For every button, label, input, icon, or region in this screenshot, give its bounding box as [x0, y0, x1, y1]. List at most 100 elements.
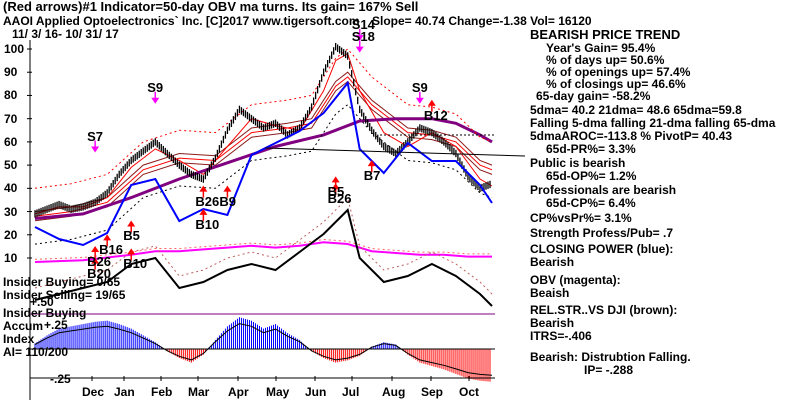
- itrs-line: ITRS=-.406: [530, 329, 592, 343]
- accum-ma-line: [34, 323, 493, 376]
- ma-5-line: [34, 52, 493, 215]
- signal-label: S7: [87, 128, 104, 144]
- header-ticker-line: AAOI Applied Optoelectronics` Inc. [C]20…: [3, 14, 360, 28]
- y-tick-label: 80: [4, 88, 18, 103]
- sell-arrow: [91, 146, 100, 153]
- trend-title: BEARISH PRICE TREND: [530, 27, 681, 42]
- x-tick-label: Apr: [228, 385, 249, 399]
- sell-arrow: [355, 35, 364, 42]
- buy-arrow: [91, 246, 100, 252]
- y-tick-label: 70: [4, 111, 18, 126]
- stat-line: % of openings up= 57.4%: [546, 65, 691, 79]
- buy-arrow: [427, 99, 436, 106]
- buy-arrow: [367, 160, 376, 167]
- buy-arrow: [127, 220, 136, 227]
- pr-line: 65d-PR%= 3.3%: [546, 142, 636, 156]
- y-tick-label: 40: [4, 181, 18, 196]
- signal-label: B12: [423, 107, 448, 123]
- ma-values: 5dma= 40.2 21dma= 48.6 65dma=59.8: [530, 103, 742, 117]
- buy-arrow: [199, 208, 208, 215]
- accum-minus25: -.25: [50, 372, 71, 386]
- closing-power-series: [34, 80, 493, 247]
- signal-label: B26: [87, 254, 111, 269]
- cp-vs-pr: CP%vsPr%= 3.1%: [530, 211, 632, 225]
- ma-65-line: [34, 117, 493, 220]
- sell-arrow: [415, 97, 424, 104]
- signal-label: B9: [219, 193, 237, 209]
- y-tick-label: 10: [4, 251, 18, 265]
- x-tick-label: Jun: [305, 385, 327, 399]
- x-tick-label: Oct: [459, 385, 480, 399]
- obv-series: [34, 238, 492, 263]
- accum-plus50: +.50: [30, 295, 54, 309]
- public-title: Public is bearish: [530, 156, 626, 170]
- index-label: Index: [3, 332, 35, 346]
- signal-label: S9: [147, 79, 164, 95]
- ma-21-band-upper: [34, 71, 493, 213]
- buy-arrow: [103, 234, 112, 241]
- strength-line: Strength Profess/Pub= .7: [530, 226, 674, 240]
- y-tick-label: 30: [4, 204, 18, 219]
- buy-arrow: [223, 185, 232, 192]
- closing-power-value: Bearish: [530, 255, 575, 269]
- accum-index-series: [34, 317, 493, 382]
- buy-arrow: [331, 183, 340, 190]
- y-tick-label: 90: [4, 65, 18, 80]
- ip-line: IP= -.288: [584, 363, 634, 377]
- signal-label: B10: [195, 216, 220, 232]
- relstr-value: Bearish: [530, 316, 575, 330]
- upper-band-dotted: [34, 48, 493, 189]
- rel-str-series: [34, 197, 493, 307]
- public-value: 65d-OP%= 1.2%: [546, 169, 637, 183]
- insider-selling-count: Insider Selling= 19/65: [3, 288, 126, 302]
- insider-buying-label: Insider Buying: [3, 306, 87, 320]
- sell-arrow: [355, 46, 364, 53]
- x-tick-label: Mar: [188, 385, 210, 399]
- obv-value: Beaish: [530, 286, 570, 300]
- buy-arrow: [331, 176, 340, 183]
- stat-line: % of closings up= 46.6%: [546, 77, 686, 91]
- bearish-line: Bearish: Distrubtion Falling.: [530, 350, 691, 364]
- signal-label: S14: [351, 17, 375, 33]
- pivot-line: [264, 147, 526, 157]
- closing-power-line: [34, 80, 493, 247]
- date-range: 11/ 3/ 16- 10/ 31/ 17: [12, 27, 119, 41]
- signal-label: B7: [363, 168, 381, 184]
- obv-line: [34, 241, 492, 263]
- x-tick-label: Feb: [151, 385, 173, 399]
- signal-arrows: [91, 29, 436, 270]
- moving-averages: [34, 48, 493, 245]
- buy-arrow: [199, 185, 208, 192]
- signal-label: S9: [411, 79, 428, 95]
- price-series: [34, 42, 491, 218]
- y-tick-label: 50: [4, 158, 18, 173]
- y-tick-label: 100: [4, 42, 25, 56]
- stat-line: 65-day gain= -58.2%: [536, 89, 651, 103]
- header-indicator-line: (Red arrows)#1 Indicator=50-day OBV ma t…: [3, 0, 419, 14]
- buy-arrow: [127, 248, 136, 255]
- signal-label: B10: [123, 256, 148, 272]
- x-tick-label: Dec: [82, 385, 105, 399]
- stat-line: Year's Gain= 95.4%: [546, 41, 656, 55]
- signal-label: B26: [327, 191, 352, 207]
- x-tick-label: Jul: [342, 385, 360, 399]
- axes: [27, 40, 526, 400]
- falling-line: Falling 5-dma falling 21-dma falling 65-…: [530, 116, 776, 130]
- accum-label: Accum: [3, 319, 44, 333]
- signal-label: S18: [351, 28, 375, 44]
- x-tick-label: Jan: [114, 385, 135, 399]
- pros-value: 65d-CP%= 6.4%: [546, 196, 636, 210]
- lower-band-dotted: [34, 104, 493, 245]
- rel-str-line: [34, 208, 493, 307]
- insider-buying-count: Insider Buying= 0/65: [3, 275, 121, 289]
- x-tick-label: Sep: [421, 385, 444, 399]
- relstr-title: REL.STR..VS DJI (brown):: [530, 303, 678, 317]
- signal-label: B5: [327, 184, 345, 200]
- pros-title: Professionals are bearish: [530, 183, 677, 197]
- signal-label: B20: [87, 265, 111, 281]
- signal-label: B5: [123, 228, 140, 244]
- x-tick-label: May: [266, 385, 290, 399]
- accum-plus25: +.25: [44, 318, 68, 332]
- obv-ma-dotted: [34, 238, 492, 260]
